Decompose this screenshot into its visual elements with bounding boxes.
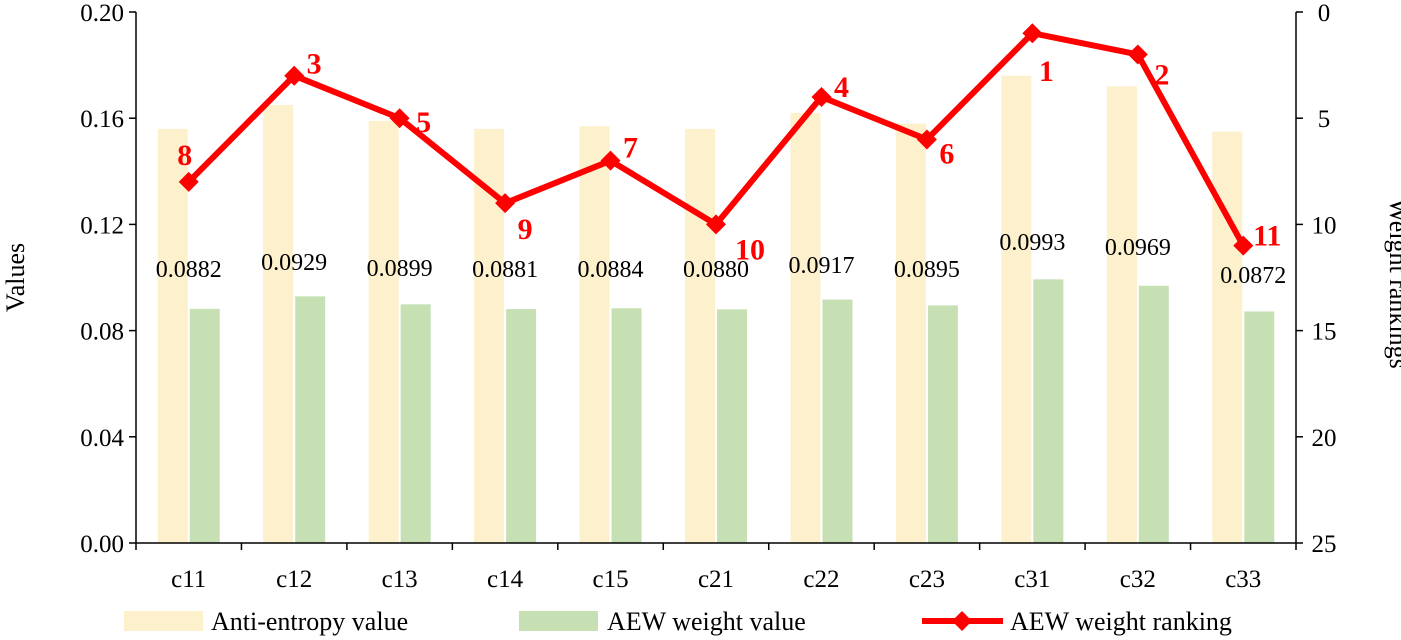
bar-aew-weight-c12 <box>295 296 326 543</box>
y-tick-label: 0.20 <box>80 0 124 27</box>
y-tick-label: 0.16 <box>80 106 124 133</box>
y2-tick-label: 20 <box>1312 425 1337 452</box>
bar-anti-entropy-c11 <box>157 128 188 543</box>
x-tick-label: c32 <box>1120 566 1156 593</box>
x-tick-label: c15 <box>592 566 628 593</box>
bar-aew-weight-c23 <box>927 305 958 543</box>
x-tick-label: c12 <box>276 566 312 593</box>
bar-aew-weight-c21 <box>717 309 747 543</box>
legend-swatch-ranking-marker <box>952 611 972 631</box>
ranking-label-c23: 6 <box>939 137 954 170</box>
y2-tick-label: 15 <box>1312 319 1337 346</box>
x-tick-label: c31 <box>1014 566 1050 593</box>
ranking-line <box>186 30 1246 248</box>
ranking-label-c21: 10 <box>735 233 765 266</box>
ranking-label-c32: 2 <box>1154 58 1169 91</box>
bar-anti-entropy-c15 <box>579 126 610 543</box>
ranking-marker-c33 <box>1233 235 1254 256</box>
ranking-marker-c23 <box>916 129 937 150</box>
aew-value-label-c15: 0.0884 <box>578 257 644 283</box>
legend-swatch-anti-entropy <box>124 611 203 631</box>
aew-value-label-c14: 0.0881 <box>472 257 538 283</box>
y-axis-title: Values <box>1 243 30 312</box>
y-tick-label: 0.08 <box>80 319 124 346</box>
bar-aew-weight-c32 <box>1138 285 1169 543</box>
aew-value-label-c11: 0.0882 <box>156 257 222 283</box>
aew-value-label-c21: 0.0880 <box>683 257 749 283</box>
y2-axis-title: Weight rankings <box>1384 198 1401 369</box>
ranking-marker-c32 <box>1127 44 1148 65</box>
ranking-marker-c31 <box>1022 23 1043 44</box>
bar-aew-weight-c31 <box>1033 279 1064 543</box>
legend-label-ranking: AEW weight ranking <box>1010 607 1232 636</box>
x-tick-label: c33 <box>1225 566 1261 593</box>
y2-tick-label: 0 <box>1318 0 1331 27</box>
bar-aew-weight-c33 <box>1244 311 1275 543</box>
bar-anti-entropy-c13 <box>368 120 399 543</box>
y-tick-label: 0.04 <box>80 425 124 452</box>
y2-tick-label: 25 <box>1312 531 1337 558</box>
ranking-label-c15: 7 <box>623 132 638 165</box>
bar-aew-weight-c13 <box>400 304 431 543</box>
legend-swatch-aew-weight <box>519 611 598 631</box>
ranking-marker-c13 <box>389 108 410 129</box>
y-tick-label: 0.00 <box>80 531 124 558</box>
ranking-marker-c12 <box>284 65 305 86</box>
ranking-label-c12: 3 <box>307 48 322 81</box>
bar-anti-entropy-c23 <box>895 123 926 543</box>
bar-anti-entropy-c12 <box>263 104 294 544</box>
bar-aew-weight-c11 <box>189 308 220 543</box>
bar-aew-weight-c15 <box>611 308 642 543</box>
x-tick-label: c13 <box>382 566 418 593</box>
bar-aew-weight-c22 <box>822 299 853 543</box>
aew-value-label-c13: 0.0899 <box>367 256 433 282</box>
x-tick-label: c14 <box>487 566 524 593</box>
x-tick-label: c21 <box>698 566 734 593</box>
x-tick-label: c11 <box>171 566 206 593</box>
ranking-label-c33: 11 <box>1253 220 1281 253</box>
legend-label-aew-weight: AEW weight value <box>607 607 806 636</box>
ranking-marker-c21 <box>706 214 726 235</box>
bar-anti-entropy-c21 <box>685 128 715 543</box>
aew-value-label-c31: 0.0993 <box>999 230 1065 256</box>
ranking-label-c22: 4 <box>834 71 849 104</box>
ranking-marker-c22 <box>811 86 832 107</box>
x-tick-label: c23 <box>909 566 945 593</box>
y-tick-label: 0.12 <box>80 212 124 239</box>
bar-anti-entropy-c22 <box>790 112 821 543</box>
aew-value-label-c12: 0.0929 <box>261 250 327 276</box>
aew-value-label-c22: 0.0917 <box>788 253 854 279</box>
ranking-label-c11: 8 <box>177 139 192 172</box>
bar-aew-weight-c14 <box>506 309 537 543</box>
ranking-marker-c15 <box>600 150 621 171</box>
ranking-marker-c14 <box>495 193 516 214</box>
bar-anti-entropy-c32 <box>1106 86 1137 543</box>
ranking-label-c31: 1 <box>1039 55 1054 88</box>
ranking-marker-c11 <box>178 171 199 192</box>
ranking-label-c14: 9 <box>518 213 533 246</box>
y2-tick-label: 10 <box>1312 212 1337 239</box>
aew-value-label-c33: 0.0872 <box>1220 263 1286 289</box>
y2-tick-label: 5 <box>1318 106 1331 133</box>
aew-value-label-c32: 0.0969 <box>1105 235 1171 261</box>
bar-anti-entropy-c31 <box>1001 75 1032 543</box>
aew-value-label-c23: 0.0895 <box>894 257 960 283</box>
x-tick-label: c22 <box>803 566 839 593</box>
legend-label-anti-entropy: Anti-entropy value <box>211 607 408 636</box>
ranking-label-c13: 5 <box>416 106 431 139</box>
